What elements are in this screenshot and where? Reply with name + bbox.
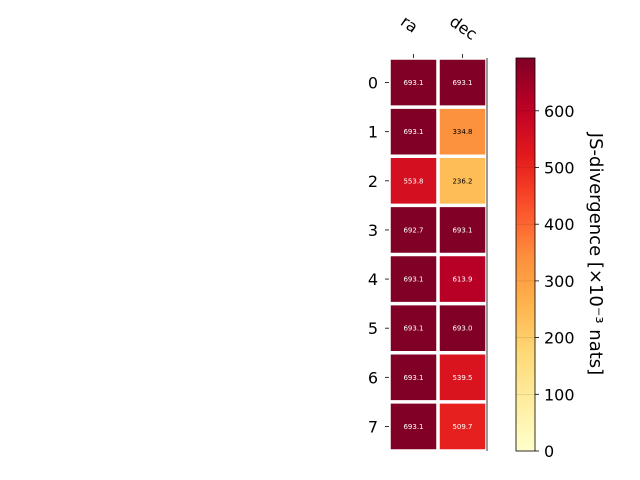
- cell-value-label: 693.1: [403, 79, 423, 87]
- cell-value-label: 509.7: [452, 423, 472, 431]
- heatmap-cell-6-dec: [438, 353, 487, 402]
- heatmap-cell-4-dec: [438, 254, 487, 304]
- colorbar-gradient: [515, 57, 536, 452]
- cell-value-label: 693.1: [403, 128, 423, 136]
- heatmap-cell-3-dec: [438, 205, 487, 255]
- colorbar: 0 100 200 300 400 500 600 JS-divergence [×10⁻³ …: [515, 57, 606, 461]
- heatmap-cell-0-ra: [389, 58, 438, 107]
- cell-value-label: 693.1: [403, 276, 423, 284]
- heatmap-cell-6-ra: [389, 353, 438, 402]
- heatmap-cell-0-dec: [438, 58, 487, 107]
- cell-value-label: 693.1: [452, 79, 472, 87]
- colorbar-label: JS-divergence [×10⁻³ nats]: [585, 132, 606, 375]
- colorbar-tick-label: 400: [544, 215, 575, 234]
- colorbar-tick-label: 600: [544, 102, 575, 121]
- cell-value-label: 693.1: [452, 226, 472, 234]
- cell-value-label: 613.9: [452, 276, 472, 284]
- x-tick-label: dec: [446, 12, 480, 44]
- cell-value-label: 539.5: [452, 374, 472, 382]
- y-tick-label: 0: [368, 74, 378, 93]
- y-tick-label: 2: [368, 172, 378, 191]
- y-tick-label: 4: [368, 270, 378, 289]
- heatmap-cell-7-ra: [389, 402, 438, 451]
- cell-value-label: 693.1: [403, 325, 423, 333]
- y-tick-label: 6: [368, 368, 378, 387]
- cell-value-label: 236.2: [452, 177, 472, 185]
- colorbar-tick-label: 0: [544, 442, 554, 461]
- y-tick-label: 3: [368, 221, 378, 240]
- heatmap-cell-2-dec: [438, 156, 487, 206]
- heatmap-cell-1-ra: [389, 107, 438, 156]
- cell-value-label: 553.8: [403, 177, 423, 185]
- y-tick-label: 7: [368, 417, 378, 436]
- colorbar-tick-label: 300: [544, 272, 575, 291]
- y-tick-label: 5: [368, 319, 378, 338]
- cell-value-label: 692.7: [403, 226, 423, 234]
- heatmap-cell-3-ra: [389, 205, 438, 255]
- heatmap-cell-1-dec: [438, 107, 487, 156]
- heatmap-cell-2-ra: [389, 156, 438, 206]
- cell-value-label: 693.1: [403, 374, 423, 382]
- colorbar-tick-label: 200: [544, 329, 575, 348]
- heatmap-cell-7-dec: [438, 402, 487, 451]
- colorbar-tick-label: 500: [544, 158, 575, 177]
- heatmap-cell-4-ra: [389, 254, 438, 304]
- heatmap-cell-5-dec: [438, 303, 487, 353]
- y-tick-label: 1: [368, 123, 378, 142]
- colorbar-tick-label: 100: [544, 385, 575, 404]
- cell-value-label: 693.1: [403, 423, 423, 431]
- heatmap-cell-5-ra: [389, 303, 438, 353]
- cell-value-label: 693.0: [452, 325, 472, 333]
- cell-value-label: 334.8: [452, 128, 472, 136]
- heatmap-cells: 693.1 693.1 693.1 334.8 553.8 236.2 692.7 693.1…: [389, 58, 487, 451]
- x-tick-label: ra: [397, 12, 421, 37]
